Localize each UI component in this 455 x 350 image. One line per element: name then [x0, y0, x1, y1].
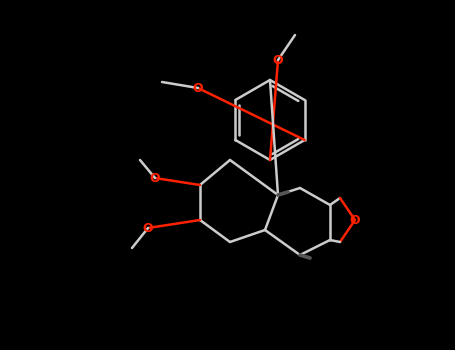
Text: O: O — [350, 214, 360, 226]
Text: O: O — [150, 172, 160, 184]
Text: O: O — [143, 222, 153, 235]
Text: O: O — [273, 54, 283, 66]
Text: O: O — [192, 82, 203, 95]
